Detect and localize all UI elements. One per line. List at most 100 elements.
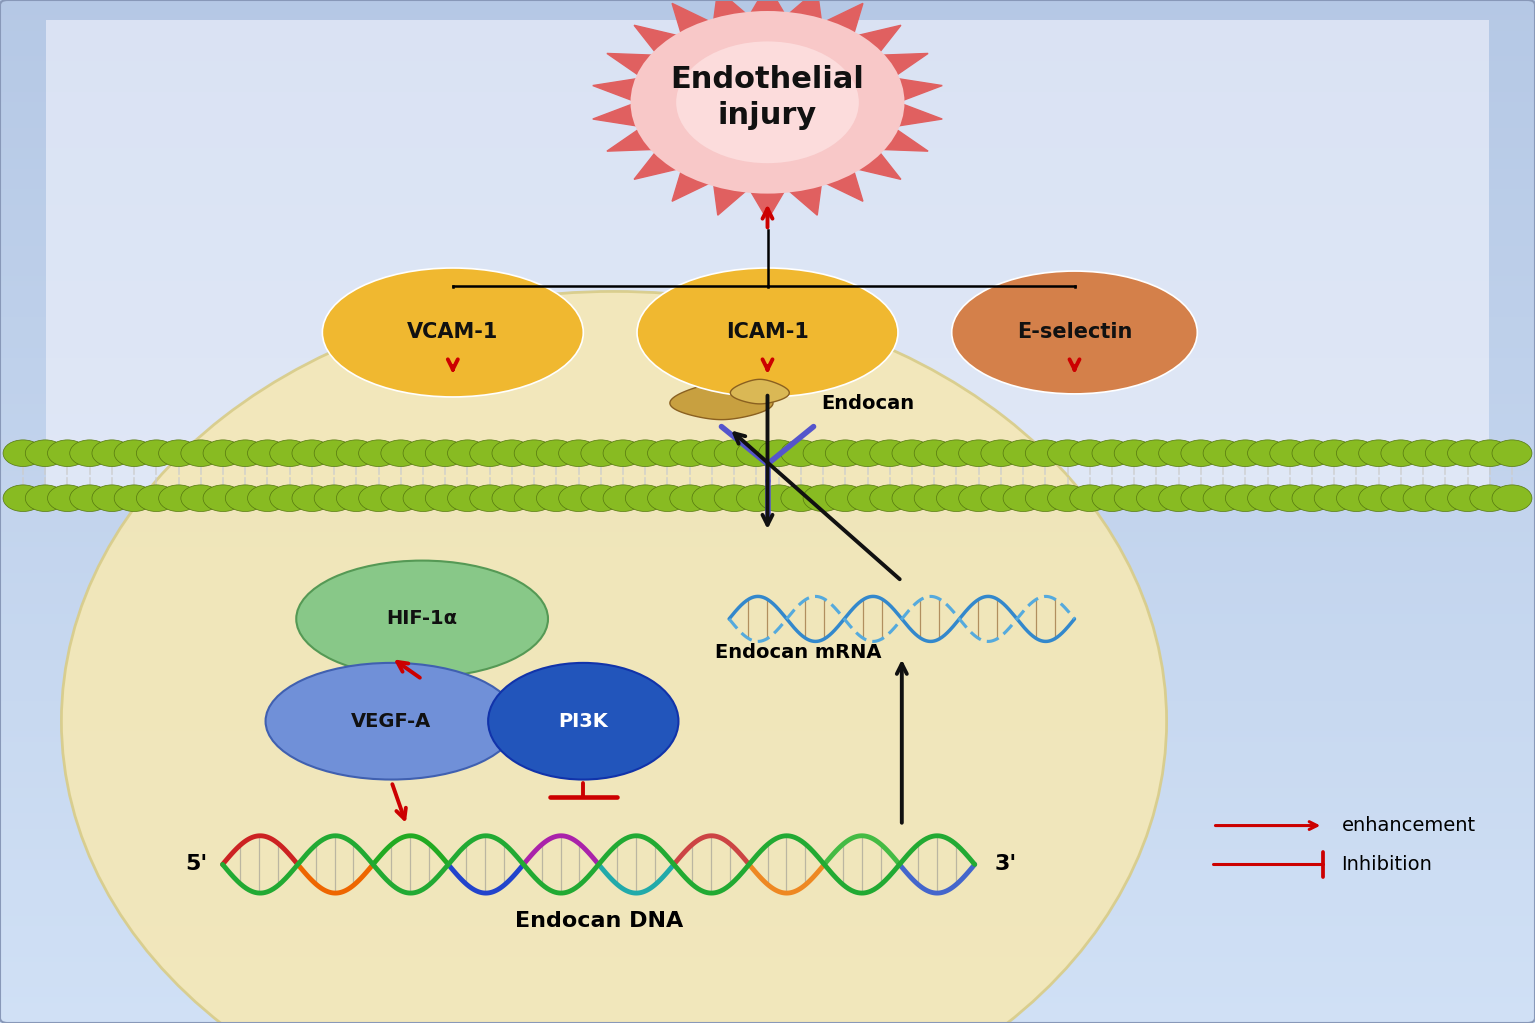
Bar — [0, 358, 1535, 363]
Bar — [0, 486, 1535, 491]
Circle shape — [1314, 440, 1354, 466]
Bar — [0, 644, 1535, 650]
Bar — [0, 435, 1535, 440]
Bar — [0, 696, 1535, 701]
Circle shape — [1225, 485, 1265, 512]
Bar — [0, 399, 1535, 404]
Bar — [0, 777, 1535, 783]
Bar — [0, 256, 1535, 261]
Bar — [0, 783, 1535, 788]
Bar — [0, 118, 1535, 123]
Bar — [0, 133, 1535, 138]
Bar — [0, 624, 1535, 629]
Bar — [0, 563, 1535, 568]
Bar — [0, 716, 1535, 721]
Bar — [0, 445, 1535, 450]
Bar — [0, 583, 1535, 588]
Circle shape — [631, 11, 904, 193]
Ellipse shape — [637, 268, 898, 397]
Bar — [0, 818, 1535, 824]
Bar — [0, 1013, 1535, 1018]
Circle shape — [1091, 485, 1131, 512]
Bar — [0, 92, 1535, 97]
Bar — [0, 573, 1535, 578]
Circle shape — [959, 440, 999, 466]
Polygon shape — [593, 0, 942, 220]
Circle shape — [92, 485, 132, 512]
Circle shape — [781, 485, 821, 512]
Bar — [0, 373, 1535, 379]
Circle shape — [1025, 485, 1065, 512]
Bar — [0, 957, 1535, 962]
Bar — [0, 537, 1535, 542]
Circle shape — [1025, 440, 1065, 466]
Bar — [0, 767, 1535, 772]
Circle shape — [448, 485, 488, 512]
Bar — [0, 297, 1535, 302]
Circle shape — [493, 440, 533, 466]
Circle shape — [1136, 485, 1176, 512]
Bar — [0, 450, 1535, 455]
Circle shape — [1471, 440, 1510, 466]
Bar — [0, 808, 1535, 813]
Circle shape — [1382, 440, 1421, 466]
Circle shape — [915, 485, 955, 512]
Circle shape — [580, 440, 620, 466]
Ellipse shape — [61, 292, 1167, 1023]
Circle shape — [669, 485, 709, 512]
Circle shape — [781, 440, 821, 466]
Circle shape — [1070, 440, 1110, 466]
Circle shape — [470, 440, 510, 466]
Bar — [0, 46, 1535, 51]
Bar — [0, 593, 1535, 598]
Bar — [0, 143, 1535, 148]
Text: E-selectin: E-selectin — [1016, 322, 1133, 343]
Circle shape — [603, 440, 643, 466]
Circle shape — [1203, 485, 1243, 512]
Text: Endocan: Endocan — [821, 394, 915, 412]
Text: Endothelial
injury: Endothelial injury — [671, 64, 864, 130]
Bar — [0, 951, 1535, 957]
Bar — [0, 629, 1535, 634]
Ellipse shape — [322, 268, 583, 397]
Text: 5': 5' — [186, 854, 207, 875]
Bar — [0, 849, 1535, 854]
Bar — [0, 967, 1535, 972]
Bar — [0, 895, 1535, 900]
Bar — [0, 982, 1535, 987]
Bar — [0, 0, 1535, 5]
Bar — [0, 824, 1535, 829]
Bar — [0, 56, 1535, 61]
Bar — [0, 737, 1535, 742]
Bar — [0, 532, 1535, 537]
Bar — [0, 941, 1535, 946]
Bar — [0, 916, 1535, 921]
Circle shape — [1091, 440, 1131, 466]
Circle shape — [692, 485, 732, 512]
Bar — [0, 281, 1535, 286]
Bar — [0, 721, 1535, 726]
Text: ICAM-1: ICAM-1 — [726, 322, 809, 343]
Bar — [0, 680, 1535, 685]
Text: VEGF-A: VEGF-A — [352, 712, 431, 730]
Circle shape — [292, 485, 332, 512]
Bar — [0, 271, 1535, 276]
Bar — [0, 665, 1535, 670]
Bar — [0, 670, 1535, 675]
Bar — [0, 829, 1535, 834]
Text: VCAM-1: VCAM-1 — [407, 322, 499, 343]
Bar — [0, 317, 1535, 322]
Bar — [0, 691, 1535, 696]
Bar — [0, 803, 1535, 808]
Bar — [0, 164, 1535, 169]
Polygon shape — [731, 380, 789, 404]
Bar — [0, 353, 1535, 358]
Bar — [0, 251, 1535, 256]
Bar — [0, 389, 1535, 394]
Bar — [0, 701, 1535, 706]
Bar — [0, 1018, 1535, 1023]
Bar — [0, 169, 1535, 174]
Bar — [0, 660, 1535, 665]
Bar — [0, 946, 1535, 951]
Bar — [0, 394, 1535, 399]
